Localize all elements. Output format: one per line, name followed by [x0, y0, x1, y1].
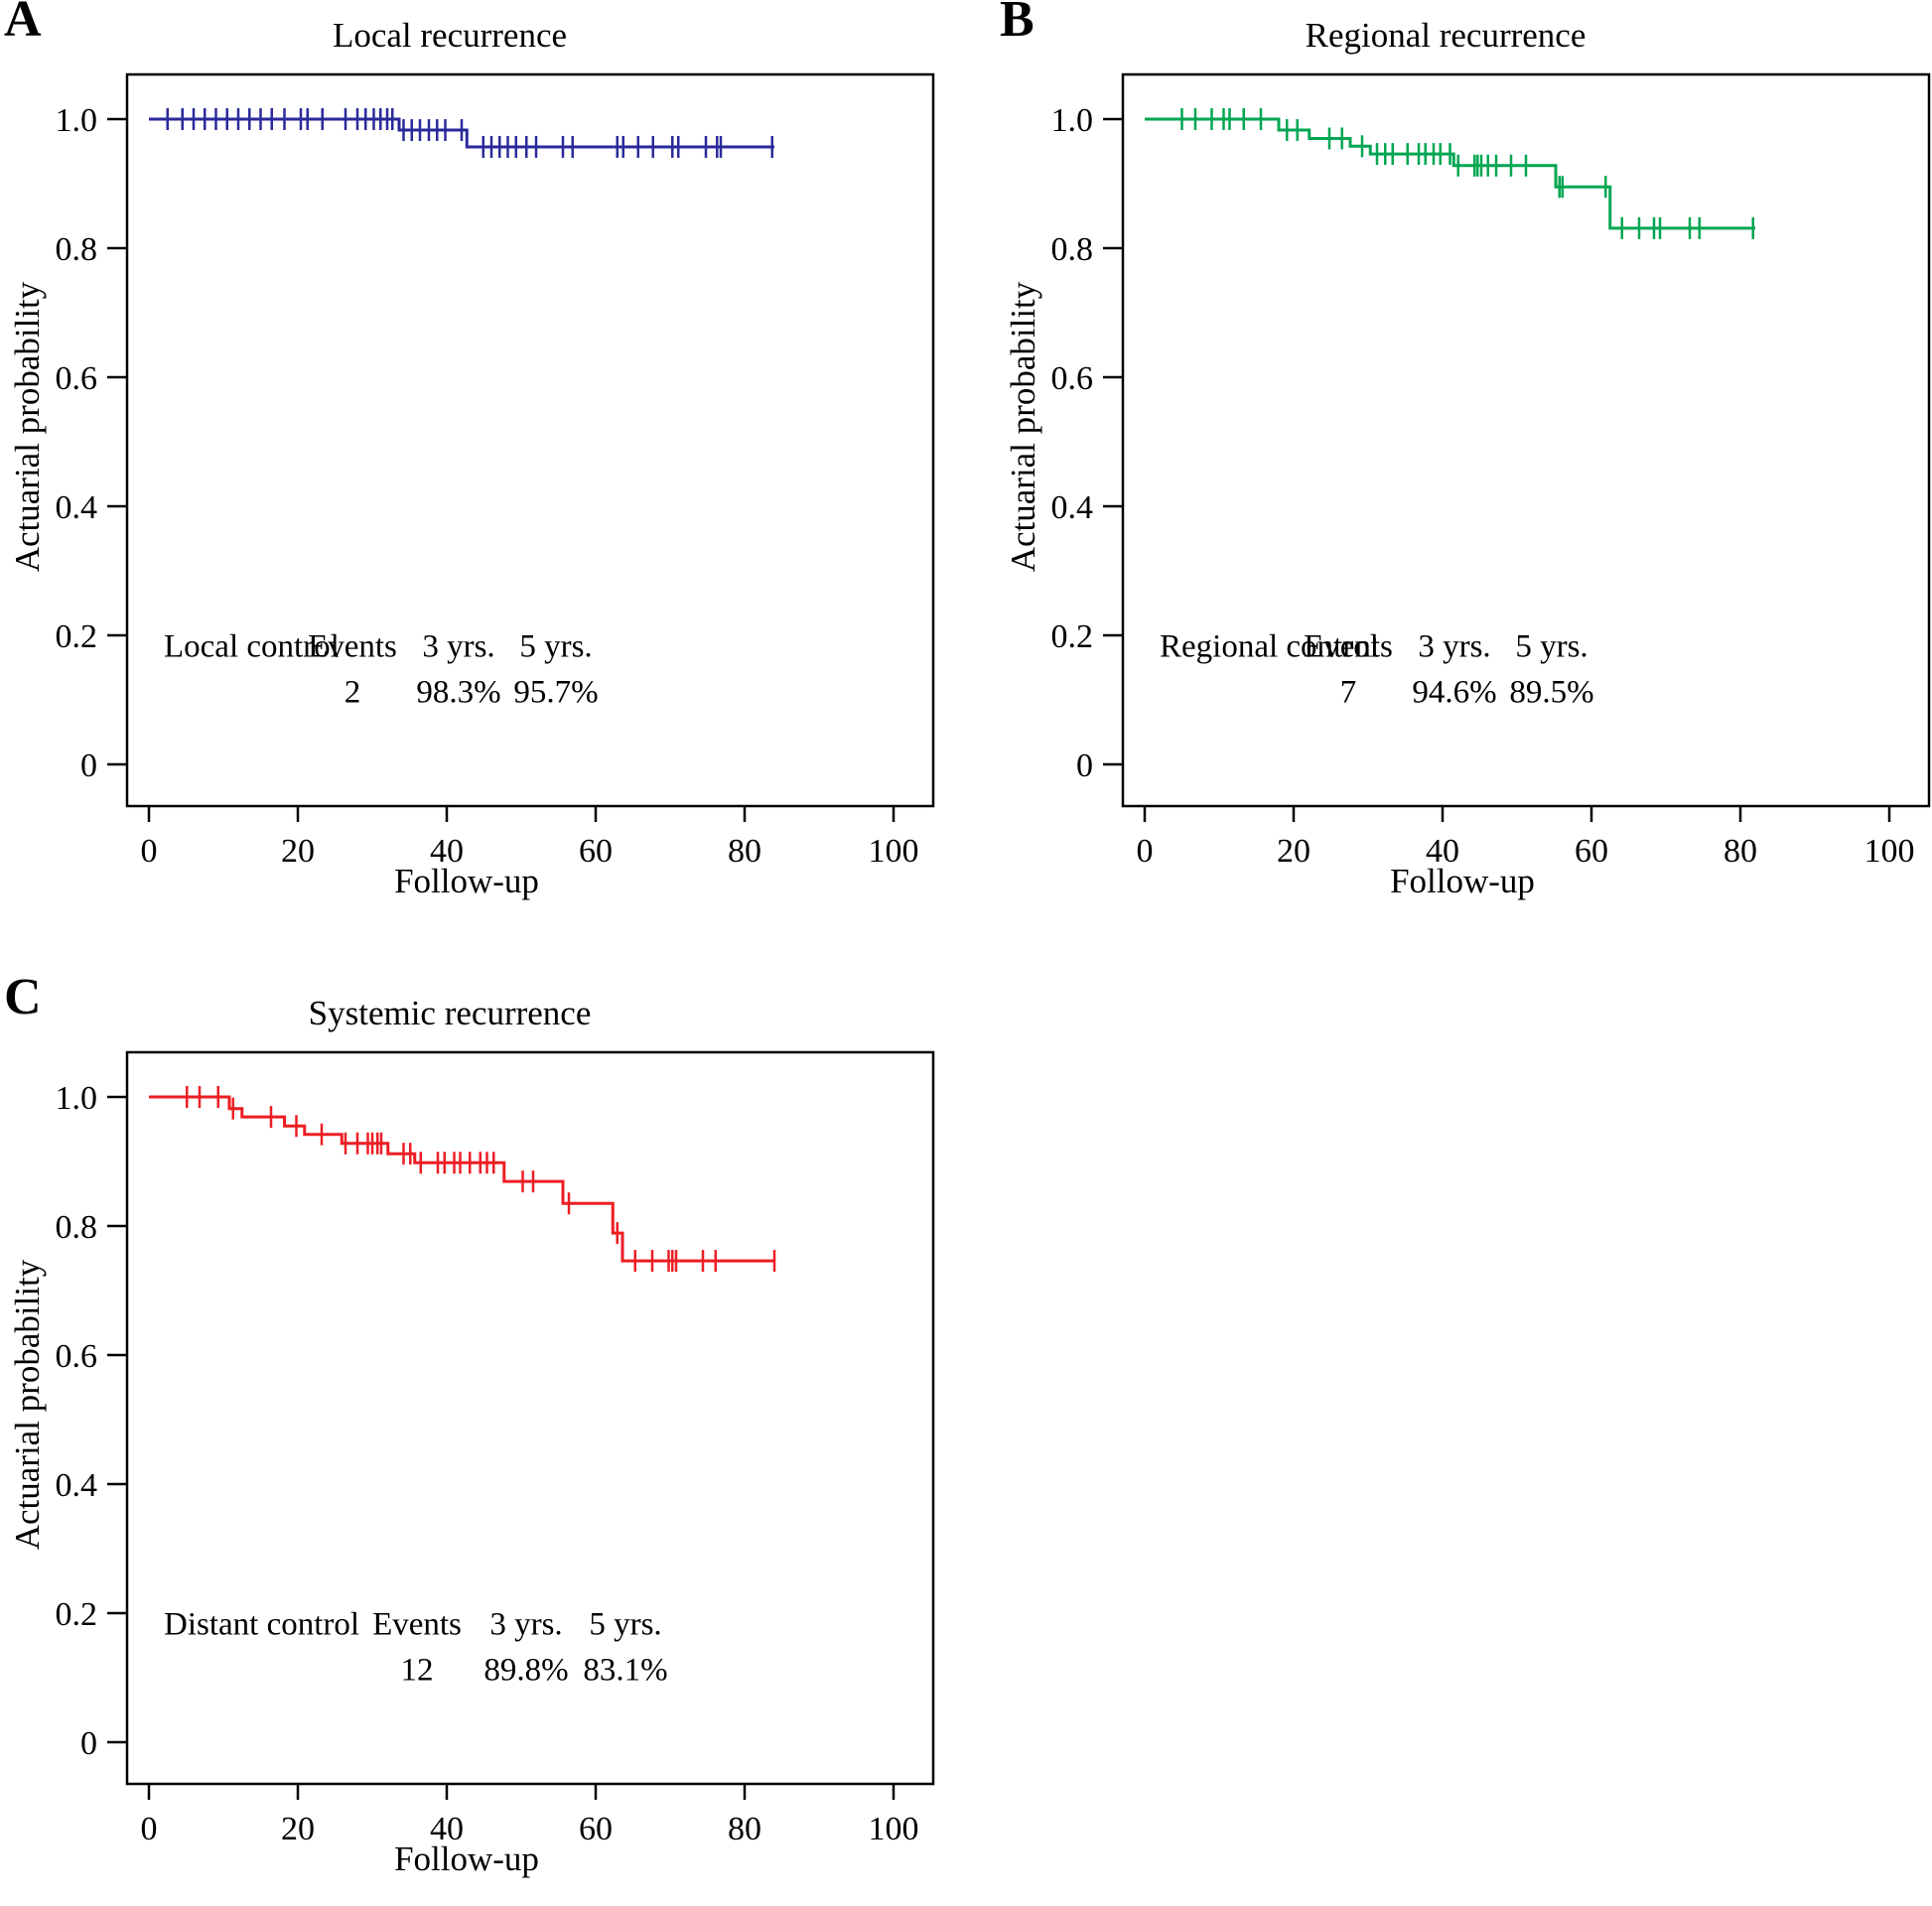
x-tick-label: 80 [728, 1811, 761, 1847]
x-axis-title: Follow-up [394, 862, 539, 900]
panel-systemic-recurrence: 0 20 40 60 80 100 1.0 0.8 0.6 0.4 0.2 0 C Systemic … [0, 969, 939, 1906]
y-tick-label: 0.8 [56, 1209, 98, 1246]
panel-local-recurrence: 0 20 40 60 80 100 1.0 0.8 0.6 0.4 0.2 0 A Local rec… [0, 0, 939, 928]
x-tick-label: 60 [579, 1811, 613, 1847]
stats-events-value: 7 [1339, 674, 1357, 711]
y-tick-label: 1.0 [56, 102, 98, 139]
stats-5yr-value: 83.1% [583, 1652, 668, 1689]
y-axis-title: Actuarial probability [1004, 281, 1042, 573]
y-tick-label: 0.4 [56, 489, 98, 526]
panel-title: Regional recurrence [1305, 16, 1587, 55]
x-tick-label: 100 [1864, 833, 1915, 870]
stats-events-header: Events [1304, 628, 1393, 665]
x-tick-label: 20 [281, 1811, 315, 1847]
x-tick-label: 60 [579, 833, 613, 870]
x-tick-label: 100 [869, 1811, 919, 1847]
x-tick-label: 0 [141, 833, 158, 870]
panel-title: Local recurrence [332, 16, 568, 55]
x-axis-title: Follow-up [394, 1839, 539, 1878]
plot-box [1121, 72, 1931, 808]
y-tick-label: 0.6 [56, 1338, 98, 1375]
plot-box [125, 1050, 935, 1786]
y-tick-label: 0.6 [1051, 360, 1094, 397]
panel-letter: A [4, 0, 42, 48]
y-axis-title: Actuarial probability [8, 1259, 47, 1551]
stats-series-label: Local control [164, 628, 340, 665]
plot-box [125, 72, 935, 808]
stats-events-header: Events [308, 628, 397, 665]
y-tick-label: 0.4 [1051, 489, 1094, 526]
y-tick-label: 1.0 [1051, 102, 1094, 139]
panel-title: Systemic recurrence [308, 994, 592, 1032]
x-tick-label: 0 [141, 1811, 158, 1847]
km-plot-regional: 0 20 40 60 80 100 1.0 0.8 0.6 0.4 0.2 0 [1051, 72, 1931, 870]
panel-letter: B [1000, 0, 1035, 48]
km-plot-systemic: 0 20 40 60 80 100 1.0 0.8 0.6 0.4 0.2 0 [56, 1050, 935, 1847]
x-tick-label: 20 [1277, 833, 1311, 870]
x-tick-label: 40 [430, 1811, 464, 1847]
stats-5yr-value: 95.7% [513, 674, 599, 711]
y-tick-label: 0.8 [56, 231, 98, 268]
stats-3yr-header: 3 yrs. [489, 1606, 563, 1643]
panel-regional-recurrence: 0 20 40 60 80 100 1.0 0.8 0.6 0.4 0.2 0 B Regional … [996, 0, 1932, 928]
stats-events-value: 12 [400, 1652, 434, 1689]
x-tick-label: 40 [1426, 833, 1459, 870]
km-plot-local: 0 20 40 60 80 100 1.0 0.8 0.6 0.4 0.2 0 [56, 72, 935, 870]
x-tick-label: 100 [869, 833, 919, 870]
y-tick-label: 0.2 [56, 1596, 98, 1633]
y-tick-label: 1.0 [56, 1080, 98, 1117]
x-axis-title: Follow-up [1390, 862, 1535, 900]
panel-letter: C [4, 969, 42, 1025]
stats-5yr-header: 5 yrs. [519, 628, 593, 665]
stats-3yr-header: 3 yrs. [1418, 628, 1491, 665]
y-tick-label: 0.2 [1051, 618, 1094, 655]
stats-events-value: 2 [344, 674, 361, 711]
y-tick-label: 0 [1076, 748, 1093, 784]
y-tick-label: 0 [80, 1725, 97, 1762]
stats-3yr-header: 3 yrs. [422, 628, 495, 665]
y-tick-label: 0.2 [56, 618, 98, 655]
x-tick-label: 60 [1575, 833, 1608, 870]
x-tick-label: 20 [281, 833, 315, 870]
stats-3yr-value: 98.3% [416, 674, 501, 711]
stats-3yr-value: 94.6% [1412, 674, 1497, 711]
y-tick-label: 0 [80, 748, 97, 784]
stats-5yr-header: 5 yrs. [1515, 628, 1588, 665]
stats-5yr-header: 5 yrs. [589, 1606, 662, 1643]
x-tick-label: 80 [728, 833, 761, 870]
stats-3yr-value: 89.8% [483, 1652, 569, 1689]
x-tick-label: 80 [1724, 833, 1757, 870]
survival-curve [149, 1095, 774, 1263]
stats-series-label: Regional control [1160, 628, 1379, 665]
stats-events-header: Events [372, 1606, 462, 1643]
y-axis-title: Actuarial probability [8, 281, 47, 573]
x-tick-label: 40 [430, 833, 464, 870]
x-tick-label: 0 [1137, 833, 1154, 870]
y-tick-label: 0.4 [56, 1467, 98, 1504]
survival-curve [1145, 117, 1755, 230]
stats-series-label: Distant control [164, 1606, 360, 1643]
y-tick-label: 0.8 [1051, 231, 1094, 268]
stats-5yr-value: 89.5% [1509, 674, 1594, 711]
y-tick-label: 0.6 [56, 360, 98, 397]
